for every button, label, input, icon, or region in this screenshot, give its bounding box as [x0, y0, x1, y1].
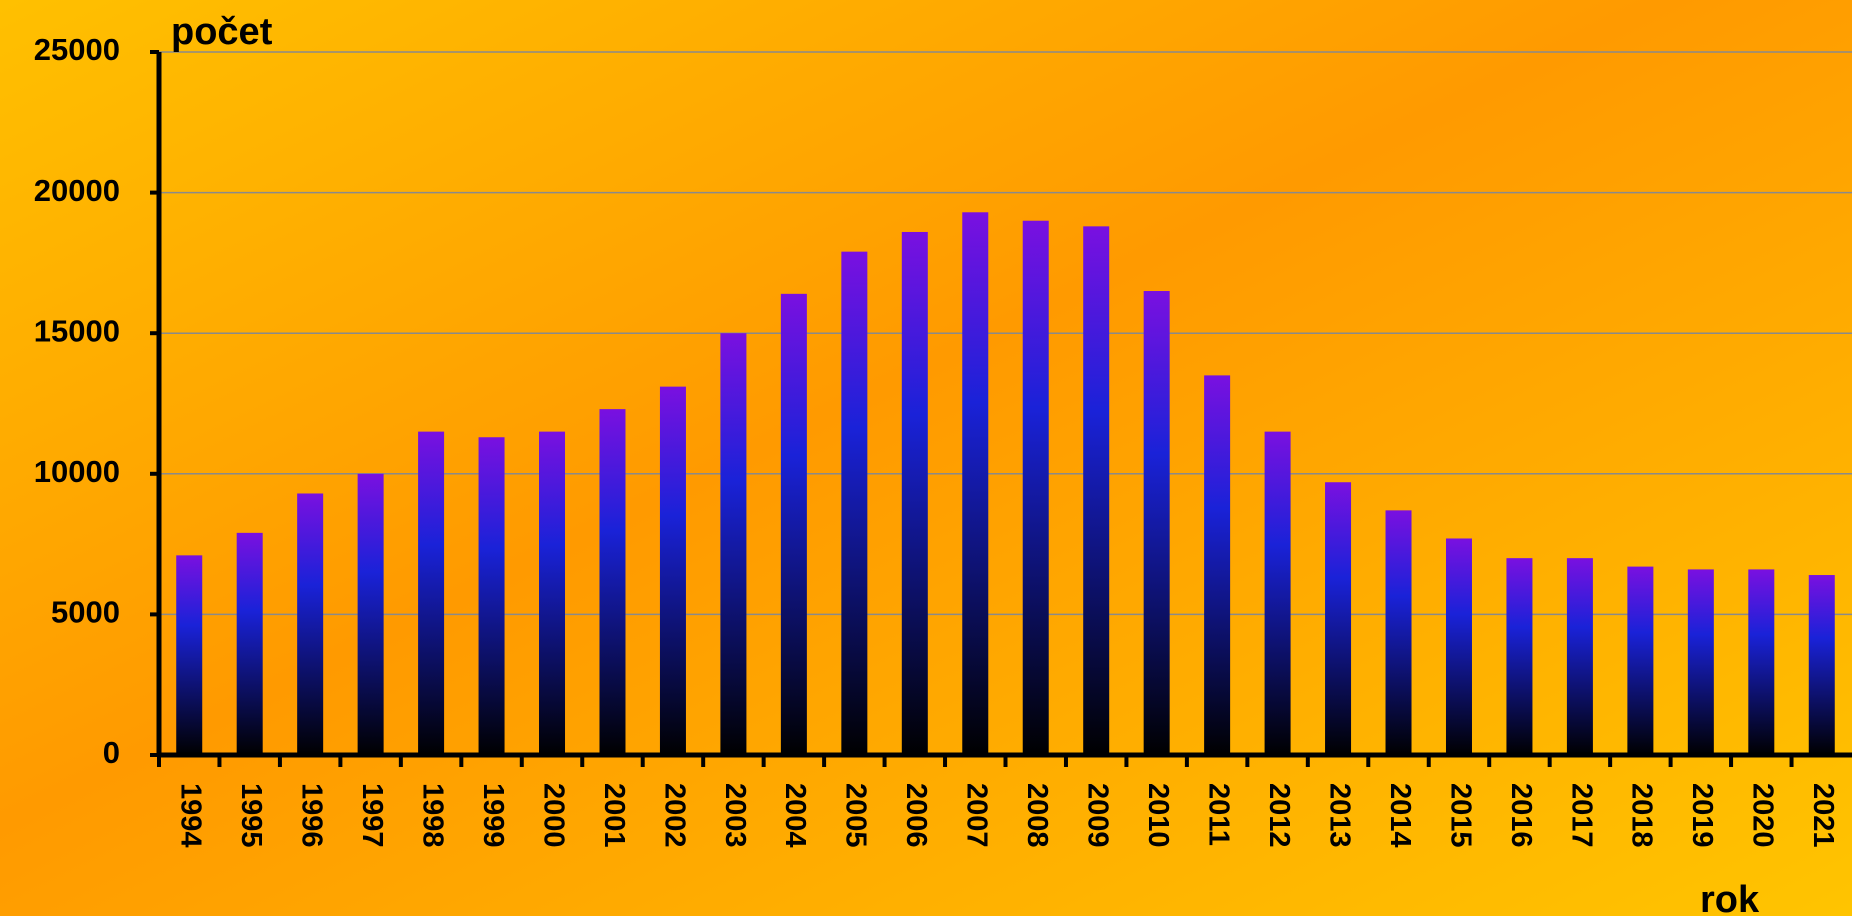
bar: [1445, 538, 1472, 755]
bar: [297, 493, 324, 755]
bar: [1204, 375, 1231, 755]
x-tick-label: 2021: [1807, 783, 1839, 848]
x-tick-label: 1997: [356, 783, 388, 848]
bar: [1506, 558, 1533, 755]
x-tick-label: 2011: [1202, 783, 1234, 846]
bar: [659, 386, 686, 755]
bar: [720, 333, 747, 755]
bar: [176, 555, 203, 755]
bar: [1687, 569, 1714, 755]
x-tick-label: 2015: [1444, 783, 1476, 848]
x-axis-title: rok: [1700, 879, 1760, 916]
bars: [176, 212, 1835, 756]
x-tick-label: 1999: [477, 783, 509, 848]
bar: [1808, 575, 1835, 755]
bar: [599, 409, 626, 755]
x-tick-label: 2014: [1384, 783, 1416, 848]
x-tick-label: 2016: [1505, 783, 1537, 848]
x-tick-label: 2018: [1626, 783, 1658, 848]
bar: [1022, 220, 1049, 756]
y-tick-label: 0: [103, 735, 120, 770]
x-tick-label: 2005: [840, 783, 872, 848]
bar: [1325, 482, 1352, 755]
bar: [236, 532, 263, 755]
bar: [539, 431, 566, 755]
y-tick-label: 5000: [51, 595, 120, 630]
x-tick-label: 1998: [416, 783, 448, 848]
x-tick-label: 2013: [1323, 783, 1355, 848]
y-tick-label: 20000: [34, 173, 120, 208]
x-tick-label: 2020: [1747, 783, 1779, 848]
bar: [357, 473, 384, 755]
bar: [418, 431, 445, 755]
y-axis-title: počet: [171, 11, 273, 53]
bar: [1748, 569, 1775, 755]
x-tick-label: 1995: [235, 783, 267, 848]
x-tick-label: 2019: [1686, 783, 1718, 848]
y-tick-label: 15000: [34, 313, 120, 348]
x-tick-label: 1996: [296, 783, 328, 848]
bar: [962, 212, 989, 755]
y-tick-label: 25000: [34, 32, 120, 67]
bar: [1143, 291, 1170, 755]
x-tick-label: 1994: [175, 783, 207, 848]
bar: [1083, 226, 1110, 755]
x-tick-label: 2004: [779, 783, 811, 848]
bar: [1264, 431, 1291, 755]
bar: [901, 231, 928, 755]
bar: [1385, 510, 1412, 755]
x-tick-label: 2008: [1021, 783, 1053, 848]
x-tick-label: 2000: [537, 783, 569, 848]
bar: [1627, 566, 1654, 755]
x-tick-label: 2017: [1565, 783, 1597, 848]
x-tick-label: 2006: [900, 783, 932, 848]
x-tick-label: 2001: [598, 783, 630, 848]
bar: [478, 437, 505, 755]
x-tick-label: 2002: [658, 783, 690, 848]
x-tick-label: 2010: [1142, 783, 1174, 848]
x-tick-label: 2009: [1082, 783, 1114, 848]
bar: [780, 293, 807, 755]
x-tick-label: 2003: [719, 783, 751, 848]
axes: 0 5000 10000 15000 20000 25000 1994 1995 1996 199…: [34, 32, 1852, 848]
bar: [841, 251, 868, 756]
y-tick-label: 10000: [34, 454, 120, 489]
bar: [1566, 558, 1593, 755]
x-tick-label: 2012: [1263, 783, 1295, 848]
x-tick-label: 2007: [961, 783, 993, 848]
